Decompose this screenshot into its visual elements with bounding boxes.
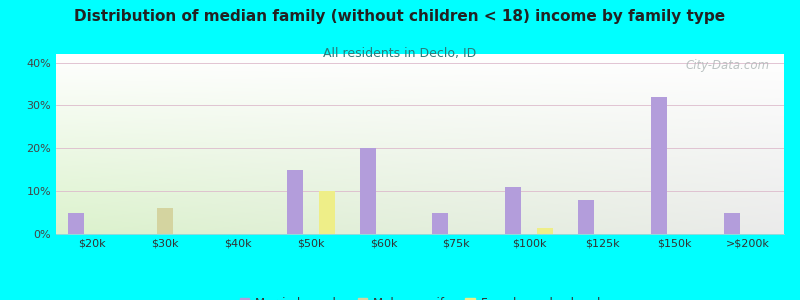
Text: All residents in Declo, ID: All residents in Declo, ID: [323, 46, 477, 59]
Bar: [650, 97, 666, 234]
Bar: [578, 200, 594, 234]
Bar: [505, 187, 521, 234]
Bar: [286, 170, 302, 234]
Bar: [359, 148, 375, 234]
Bar: [723, 213, 739, 234]
Text: Distribution of median family (without children < 18) income by family type: Distribution of median family (without c…: [74, 9, 726, 24]
Bar: [157, 208, 174, 234]
Legend: Married couple, Male, no wife, Female, no husband: Married couple, Male, no wife, Female, n…: [235, 292, 605, 300]
Bar: [68, 213, 84, 234]
Bar: [432, 213, 448, 234]
Bar: [319, 191, 335, 234]
Text: City-Data.com: City-Data.com: [686, 59, 770, 72]
Bar: [538, 228, 554, 234]
